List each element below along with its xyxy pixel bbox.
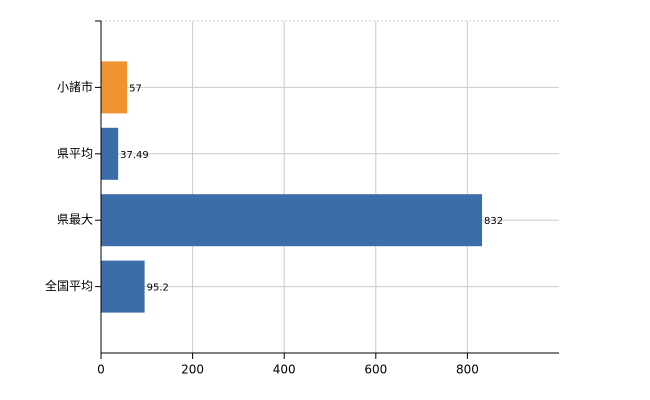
y-tick-label: 全国平均: [45, 278, 93, 293]
value-label: 57: [129, 83, 142, 94]
x-tick-label: 400: [273, 363, 296, 377]
y-tick-label: 小諸市: [57, 79, 93, 94]
bar: [101, 61, 128, 114]
x-tick-label: 600: [364, 363, 387, 377]
value-label: 95.2: [147, 283, 169, 294]
bar: [101, 260, 145, 313]
x-tick-label: 800: [456, 363, 479, 377]
y-tick-label: 県平均: [57, 146, 93, 160]
bar: [101, 194, 483, 247]
value-label: 37.49: [120, 150, 149, 161]
value-label: 832: [484, 216, 503, 227]
x-tick-label: 0: [97, 363, 105, 377]
y-tick-label: 県最大: [57, 213, 93, 227]
bar: [101, 127, 119, 180]
x-tick-label: 200: [181, 363, 204, 377]
